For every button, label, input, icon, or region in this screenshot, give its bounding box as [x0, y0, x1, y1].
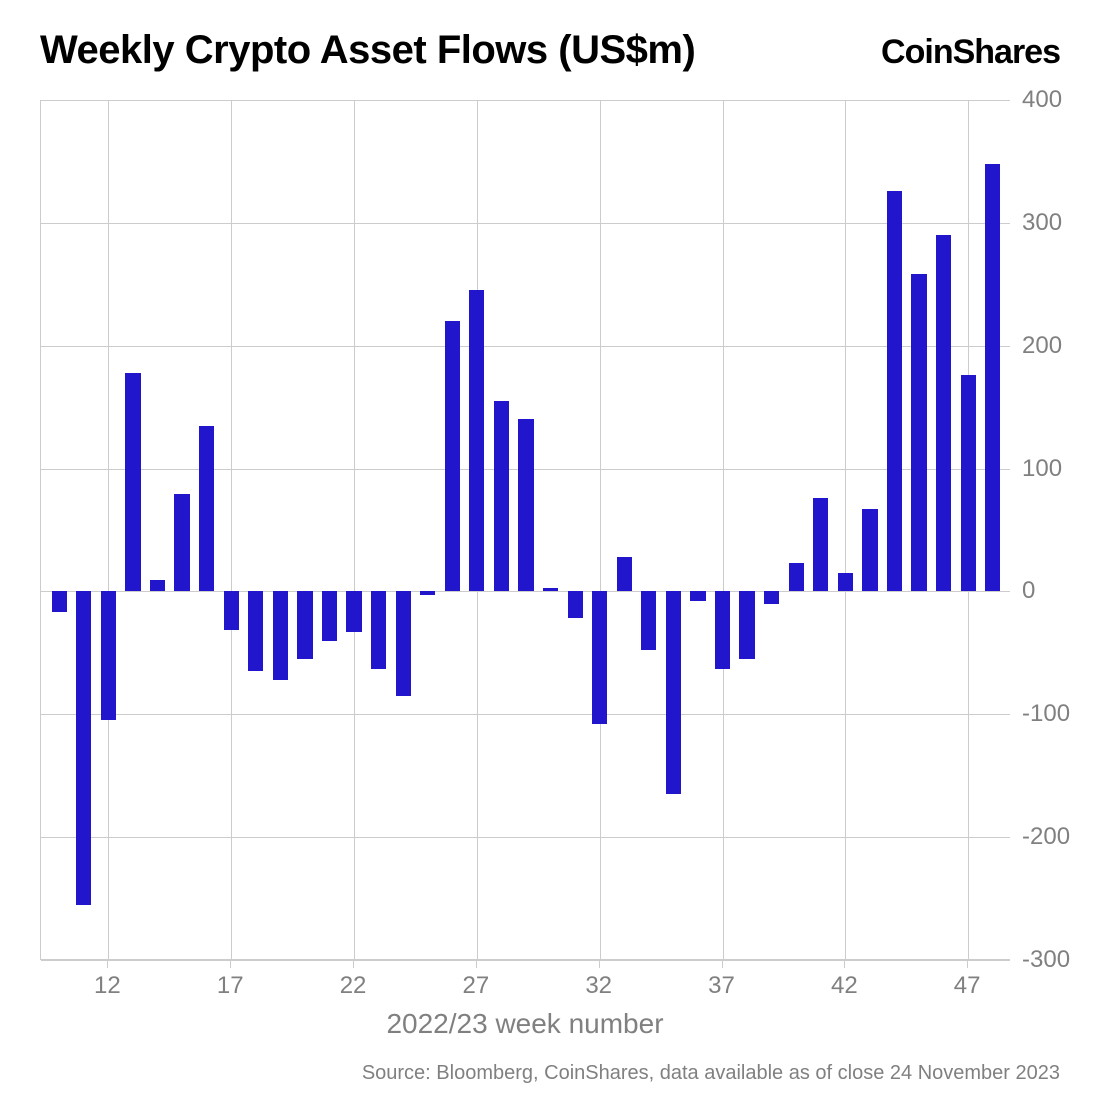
- bar: [961, 375, 976, 591]
- bar: [199, 426, 214, 592]
- gridline-horizontal: [41, 223, 1010, 224]
- y-tick-label: -100: [1022, 700, 1092, 728]
- x-tick-mark: [967, 960, 968, 968]
- bar: [690, 591, 705, 601]
- bar: [715, 591, 730, 668]
- bar: [813, 498, 828, 591]
- gridline-horizontal: [41, 837, 1010, 838]
- gridline-vertical: [354, 100, 355, 959]
- bar: [445, 321, 460, 591]
- gridline-horizontal: [41, 714, 1010, 715]
- y-tick-label: 400: [1022, 86, 1092, 114]
- x-tick-mark: [844, 960, 845, 968]
- chart-container: Weekly Crypto Asset Flows (US$m) CoinSha…: [0, 0, 1100, 1107]
- x-tick-mark: [599, 960, 600, 968]
- bar: [469, 290, 484, 591]
- bar: [150, 580, 165, 591]
- x-tick-label: 32: [585, 972, 612, 1000]
- y-tick-label: 200: [1022, 332, 1092, 360]
- bar: [494, 401, 509, 591]
- bar: [76, 591, 91, 904]
- x-tick-mark: [107, 960, 108, 968]
- gridline-vertical: [108, 100, 109, 959]
- x-tick-label: 22: [340, 972, 367, 1000]
- x-tick-label: 37: [708, 972, 735, 1000]
- gridline-vertical: [600, 100, 601, 959]
- bar: [789, 563, 804, 591]
- x-tick-label: 17: [217, 972, 244, 1000]
- bar: [396, 591, 411, 695]
- y-tick-label: -300: [1022, 946, 1092, 974]
- bar: [838, 573, 853, 591]
- bar: [568, 591, 583, 618]
- x-tick-mark: [476, 960, 477, 968]
- x-tick-label: 27: [463, 972, 490, 1000]
- bar: [174, 494, 189, 591]
- bar: [371, 591, 386, 668]
- bar: [52, 591, 67, 612]
- bar: [297, 591, 312, 659]
- bar: [420, 591, 435, 595]
- chart-header: Weekly Crypto Asset Flows (US$m) CoinSha…: [40, 28, 1060, 73]
- bar: [224, 591, 239, 629]
- bar: [936, 235, 951, 591]
- bar: [764, 591, 779, 603]
- gridline-vertical: [231, 100, 232, 959]
- gridline-horizontal: [41, 346, 1010, 347]
- x-axis-label: 2022/23 week number: [40, 1008, 1010, 1040]
- bar: [346, 591, 361, 632]
- plot-area: [40, 100, 1010, 960]
- bar: [739, 591, 754, 659]
- gridline-vertical: [845, 100, 846, 959]
- bar: [543, 588, 558, 592]
- bar: [592, 591, 607, 724]
- x-tick-mark: [353, 960, 354, 968]
- gridline-horizontal: [41, 100, 1010, 101]
- y-tick-label: -200: [1022, 823, 1092, 851]
- bar: [862, 509, 877, 591]
- x-tick-label: 42: [831, 972, 858, 1000]
- gridline-horizontal: [41, 960, 1010, 961]
- bar: [641, 591, 656, 650]
- source-note: Source: Bloomberg, CoinShares, data avai…: [362, 1062, 1060, 1085]
- bar: [911, 274, 926, 591]
- bar: [518, 419, 533, 591]
- bar: [617, 557, 632, 591]
- gridline-horizontal: [41, 591, 1010, 592]
- bar: [101, 591, 116, 720]
- y-tick-label: 0: [1022, 577, 1092, 605]
- y-tick-label: 100: [1022, 455, 1092, 483]
- x-tick-mark: [230, 960, 231, 968]
- y-tick-label: 300: [1022, 209, 1092, 237]
- bar: [322, 591, 337, 640]
- x-tick-label: 47: [954, 972, 981, 1000]
- bar: [887, 191, 902, 592]
- gridline-vertical: [723, 100, 724, 959]
- bar: [666, 591, 681, 794]
- bar: [125, 373, 140, 592]
- x-tick-mark: [722, 960, 723, 968]
- bar: [248, 591, 263, 671]
- x-tick-label: 12: [94, 972, 121, 1000]
- chart-title: Weekly Crypto Asset Flows (US$m): [40, 28, 695, 73]
- bar: [273, 591, 288, 679]
- brand-logo: CoinShares: [881, 33, 1060, 72]
- bar: [985, 164, 1000, 592]
